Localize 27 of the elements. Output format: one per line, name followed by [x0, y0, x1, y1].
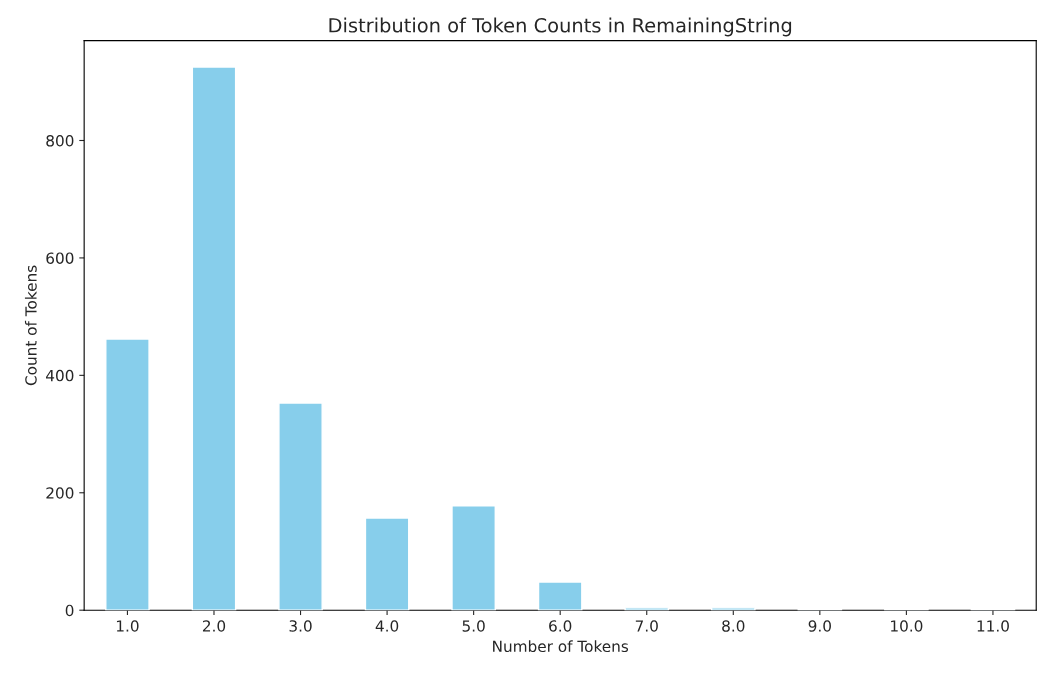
x-tick-label: 8.0 [722, 620, 745, 632]
x-tick-label: 5.0 [462, 620, 485, 632]
x-tick-label: 2.0 [202, 620, 226, 632]
bar [451, 504, 496, 611]
y-tick-label: 400 [46, 369, 74, 382]
x-axis-title: Number of Tokens [493, 640, 629, 653]
x-tick-label: 7.0 [635, 620, 658, 632]
y-tick-label: 200 [46, 487, 74, 499]
y-tick-label: 0 [65, 604, 74, 617]
x-tick-label: 11.0 [977, 620, 1009, 632]
x-tick-label: 1.0 [116, 620, 139, 632]
bar [710, 607, 756, 611]
x-tick-label: 3.0 [289, 620, 312, 632]
x-tick-label: 6.0 [549, 620, 572, 632]
bar [191, 66, 237, 611]
chart-title: Distribution of Token Counts in RemainingString [329, 17, 792, 37]
y-tick-label: 800 [46, 134, 74, 147]
bar [537, 581, 583, 611]
x-tick-label: 9.0 [808, 620, 831, 632]
bar [624, 607, 670, 611]
x-tick-label: 4.0 [375, 620, 399, 632]
bar [278, 402, 323, 611]
y-tick-label: 600 [46, 252, 74, 264]
bar [105, 338, 150, 611]
y-axis-title: Count of Tokens [24, 265, 37, 386]
bar [364, 517, 410, 611]
x-tick-label: 10.0 [891, 620, 923, 632]
